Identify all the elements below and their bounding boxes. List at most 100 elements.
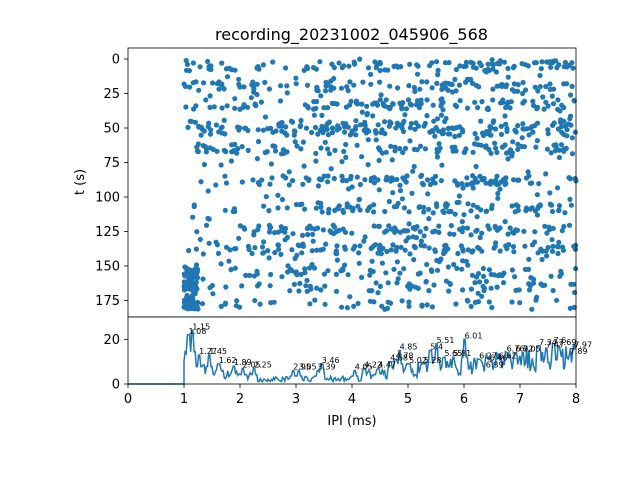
raster-point bbox=[247, 272, 253, 278]
raster-point bbox=[213, 182, 219, 188]
raster-point bbox=[445, 264, 451, 270]
raster-point bbox=[532, 229, 538, 235]
ipi-peak-label: 7.97 bbox=[574, 340, 592, 349]
raster-point bbox=[297, 280, 303, 286]
raster-point bbox=[383, 228, 390, 234]
raster-point bbox=[520, 90, 526, 97]
raster-y-tick-label: 50 bbox=[103, 122, 120, 137]
raster-point bbox=[190, 214, 196, 220]
raster-point bbox=[228, 267, 234, 273]
raster-point bbox=[488, 178, 494, 184]
ipi-peak-label: 1.27 bbox=[199, 347, 217, 356]
ipi-peak-label: 6.27 bbox=[479, 351, 497, 360]
raster-point bbox=[328, 87, 334, 93]
raster-point bbox=[403, 179, 409, 185]
raster-point bbox=[222, 131, 228, 137]
ipi-x-tick-label: 6 bbox=[460, 392, 468, 407]
raster-point bbox=[421, 204, 427, 210]
raster-point bbox=[196, 87, 202, 93]
ipi-y-tick-label: 20 bbox=[103, 333, 120, 348]
raster-point bbox=[569, 60, 575, 66]
ipi-peak-label: 6.39 bbox=[486, 360, 504, 369]
raster-point bbox=[540, 94, 546, 100]
raster-point bbox=[410, 168, 416, 174]
raster-point bbox=[430, 176, 436, 182]
raster-point bbox=[284, 83, 290, 89]
raster-point bbox=[406, 303, 412, 309]
raster-point bbox=[491, 272, 498, 278]
raster-point bbox=[364, 103, 370, 109]
raster-point bbox=[406, 299, 412, 305]
raster-point bbox=[326, 206, 332, 212]
raster-point bbox=[357, 56, 363, 62]
ipi-peak-label: 7.34 bbox=[539, 338, 557, 347]
raster-point bbox=[460, 185, 466, 191]
raster-point bbox=[489, 57, 495, 63]
raster-point bbox=[377, 283, 383, 289]
raster-y-tick-label: 0 bbox=[112, 53, 120, 68]
raster-point bbox=[325, 132, 331, 138]
raster-point bbox=[426, 288, 432, 294]
raster-point bbox=[406, 209, 412, 215]
raster-point bbox=[522, 243, 528, 249]
raster-point bbox=[351, 61, 358, 67]
raster-point bbox=[414, 62, 420, 68]
raster-point bbox=[474, 204, 480, 210]
raster-point bbox=[404, 173, 410, 179]
raster-point bbox=[432, 247, 438, 253]
raster-point bbox=[320, 130, 326, 136]
raster-point bbox=[559, 102, 565, 108]
raster-point bbox=[394, 280, 400, 286]
raster-point bbox=[193, 246, 199, 252]
raster-point bbox=[509, 267, 515, 273]
raster-point bbox=[572, 289, 578, 296]
raster-point bbox=[275, 192, 281, 198]
raster-point bbox=[384, 305, 391, 311]
raster-point bbox=[191, 202, 197, 208]
raster-point bbox=[470, 185, 476, 191]
raster-point bbox=[347, 79, 353, 85]
raster-point bbox=[394, 245, 400, 251]
raster-point bbox=[401, 205, 407, 211]
raster-point bbox=[541, 106, 547, 112]
ipi-x-label: IPI (ms) bbox=[327, 414, 376, 429]
raster-point bbox=[424, 97, 430, 103]
raster-point bbox=[355, 300, 361, 307]
raster-point bbox=[445, 125, 451, 131]
raster-point bbox=[276, 246, 282, 252]
raster-point bbox=[291, 132, 297, 138]
ipi-peak-label: 7.6 bbox=[554, 336, 567, 345]
raster-point bbox=[444, 202, 450, 208]
raster-point bbox=[468, 208, 474, 214]
raster-point bbox=[463, 258, 469, 264]
raster-point bbox=[558, 142, 565, 148]
raster-point bbox=[397, 182, 403, 188]
raster-y-tick-label: 25 bbox=[103, 87, 120, 102]
raster-point bbox=[359, 154, 365, 160]
raster-point bbox=[232, 141, 238, 147]
raster-point bbox=[473, 65, 479, 71]
raster-point bbox=[481, 176, 487, 182]
raster-point bbox=[561, 118, 567, 124]
raster-point bbox=[379, 260, 385, 266]
raster-point bbox=[219, 124, 225, 130]
raster-point bbox=[468, 232, 474, 238]
raster-point bbox=[320, 246, 326, 252]
raster-point bbox=[334, 243, 340, 249]
raster-point bbox=[542, 282, 548, 288]
raster-point bbox=[393, 228, 399, 234]
raster-point bbox=[341, 63, 347, 69]
raster-point bbox=[399, 298, 405, 304]
raster-point bbox=[494, 149, 500, 155]
raster-point bbox=[567, 305, 573, 311]
raster-point bbox=[488, 132, 494, 138]
raster-point bbox=[237, 223, 243, 229]
raster-point bbox=[243, 272, 249, 278]
raster-point bbox=[572, 246, 579, 252]
raster-point bbox=[421, 233, 427, 239]
raster-point bbox=[378, 92, 384, 98]
raster-point bbox=[555, 244, 561, 250]
raster-point bbox=[371, 299, 377, 305]
raster-point bbox=[323, 241, 329, 247]
raster-point bbox=[343, 141, 349, 148]
